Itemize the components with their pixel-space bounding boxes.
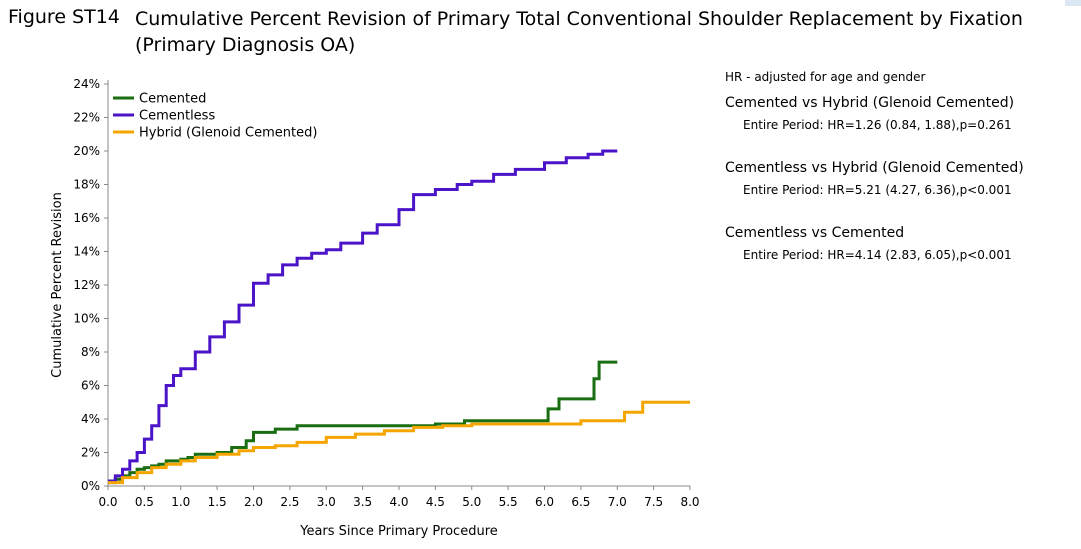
- x-tick-label: 5.5: [499, 495, 518, 509]
- y-tick-label: 2%: [81, 446, 100, 460]
- figure-label: Figure ST14: [8, 6, 120, 28]
- x-tick-label: 4.5: [426, 495, 445, 509]
- figure-title: Cumulative Percent Revision of Primary T…: [135, 8, 1023, 56]
- y-tick-label: 8%: [81, 345, 100, 359]
- hr-comparison-result: Entire Period: HR=1.26 (0.84, 1.88),p=0.…: [743, 118, 1012, 132]
- x-tick-label: 1.5: [208, 495, 227, 509]
- chart-series: [108, 149, 690, 485]
- series-line-hybrid-glenoid-cemented: [108, 400, 690, 485]
- y-tick-label: 10%: [73, 312, 100, 326]
- y-tick-label: 20%: [73, 144, 100, 158]
- x-tick-label: 6.0: [535, 495, 554, 509]
- y-tick-label: 12%: [73, 278, 100, 292]
- x-tick-label: 3.5: [353, 495, 372, 509]
- series-line-cemented: [108, 360, 618, 485]
- hr-comparison-result: Entire Period: HR=4.14 (2.83, 6.05),p<0.…: [743, 248, 1012, 262]
- y-tick-label: 4%: [81, 412, 100, 426]
- corner-decoration: [1065, 0, 1081, 6]
- y-axis-label: Cumulative Percent Revision: [50, 192, 65, 378]
- hr-comparison-title: Cementless vs Hybrid (Glenoid Cemented): [725, 160, 1024, 176]
- x-tick-label: 0.5: [135, 495, 154, 509]
- x-tick-label: 3.0: [317, 495, 336, 509]
- y-tick-label: 16%: [73, 211, 100, 225]
- legend-label-hybrid-glenoid-cemented: Hybrid (Glenoid Cemented): [139, 126, 317, 141]
- hr-comparison-result: Entire Period: HR=5.21 (4.27, 6.36),p<0.…: [743, 183, 1012, 197]
- hr-comparison-title: Cemented vs Hybrid (Glenoid Cemented): [725, 95, 1015, 111]
- y-tick-label: 6%: [81, 379, 100, 393]
- x-tick-label: 2.5: [280, 495, 299, 509]
- x-tick-label: 2.0: [244, 495, 263, 509]
- legend-label-cemented: Cemented: [139, 92, 206, 107]
- hazard-ratio-panel: HR - adjusted for age and gender Cemente…: [725, 70, 1070, 290]
- hr-note: HR - adjusted for age and gender: [725, 70, 926, 84]
- y-tick-label: 18%: [73, 178, 100, 192]
- y-tick-label: 22%: [73, 111, 100, 125]
- x-tick-label: 8.0: [680, 495, 699, 509]
- chart-axes: 0% 2% 4% 6% 8% 10% 12% 14% 16% 18% 20% 22% 24% 0.0 0.5…: [73, 77, 699, 509]
- chart-legend: Cemented Cementless Hybrid (Glenoid Cement…: [113, 92, 317, 141]
- x-tick-label: 7.5: [644, 495, 663, 509]
- x-tick-label: 5.0: [462, 495, 481, 509]
- legend-label-cementless: Cementless: [139, 109, 215, 124]
- hr-comparison-title: Cementless vs Cemented: [725, 225, 905, 241]
- y-tick-label: 24%: [73, 77, 100, 91]
- x-tick-label: 7.0: [608, 495, 627, 509]
- x-tick-label: 0.0: [98, 495, 117, 509]
- y-tick-label: 0%: [81, 479, 100, 493]
- series-line-cementless: [108, 149, 618, 483]
- x-axis-label: Years Since Primary Procedure: [299, 524, 498, 539]
- x-tick-label: 6.5: [571, 495, 590, 509]
- x-tick-label: 4.0: [389, 495, 408, 509]
- x-tick-label: 1.0: [171, 495, 190, 509]
- y-tick-label: 14%: [73, 245, 100, 259]
